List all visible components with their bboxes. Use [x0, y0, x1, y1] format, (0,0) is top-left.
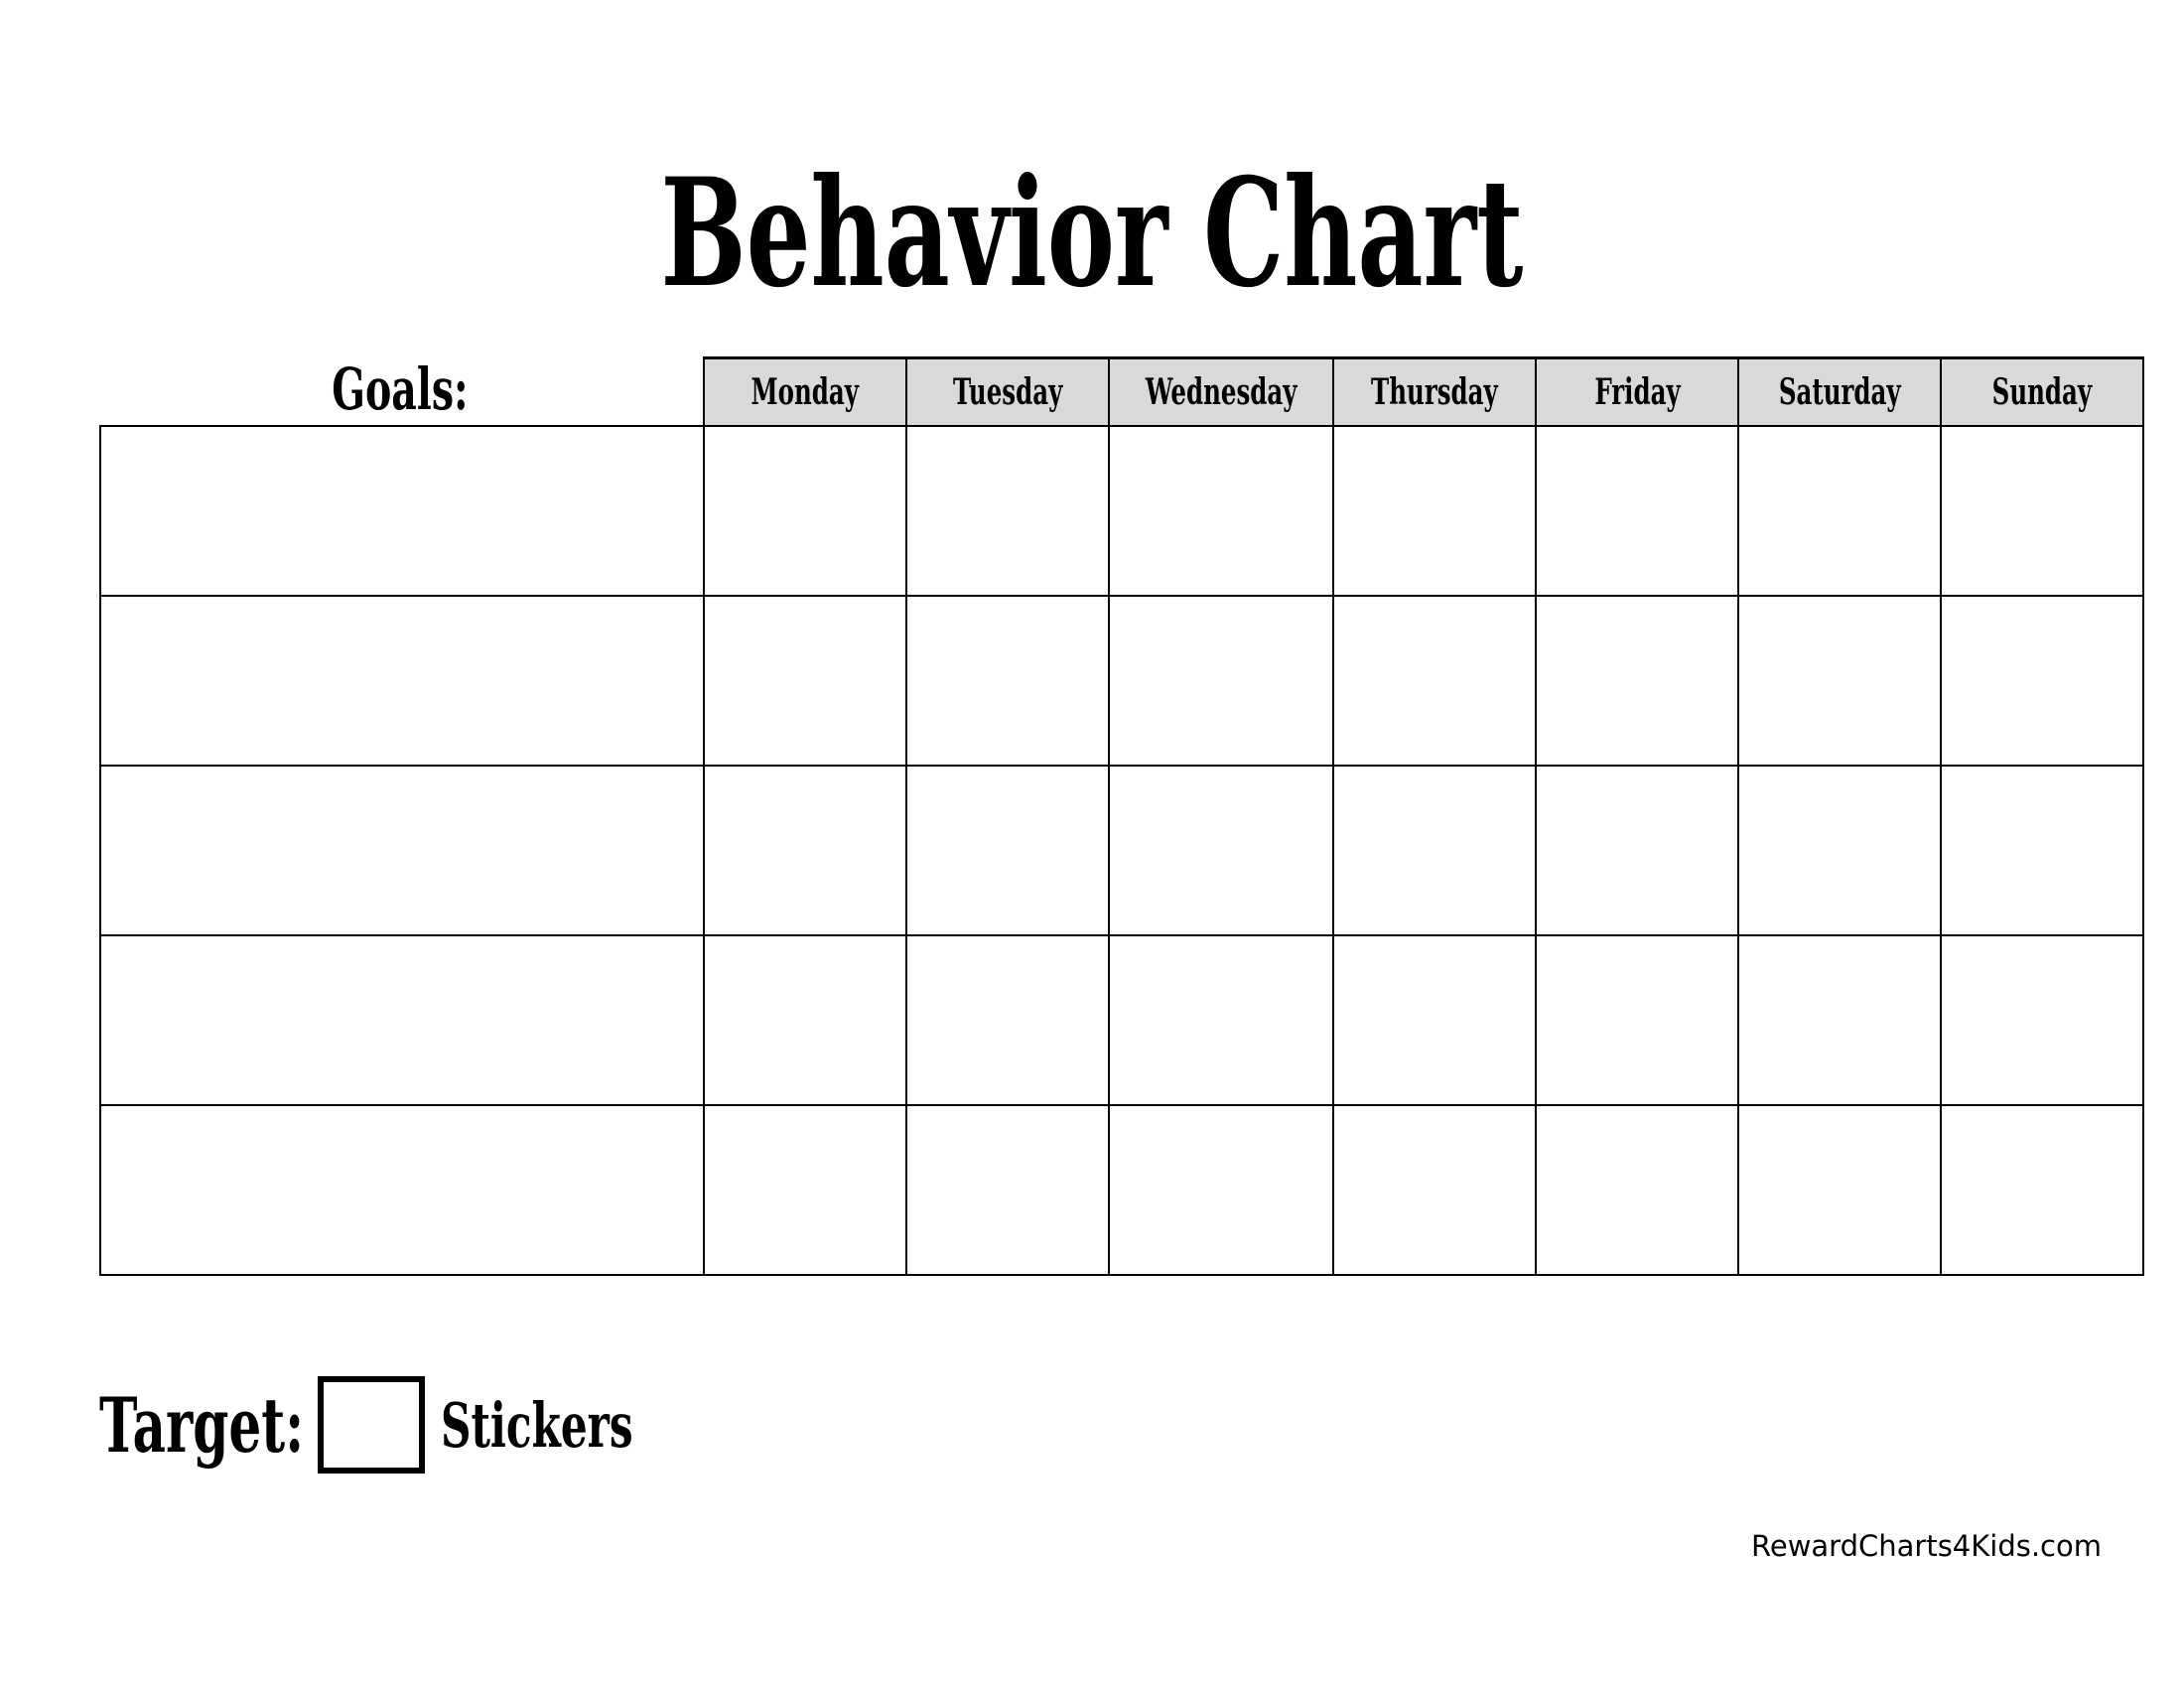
sticker-cell[interactable] [703, 765, 907, 936]
goal-row [99, 1104, 2145, 1276]
goal-cell[interactable] [99, 934, 705, 1106]
sticker-cell[interactable] [1737, 595, 1943, 767]
behavior-grid: Monday Tuesday Wednesday Thursday Friday… [99, 356, 2145, 1276]
day-header-sunday: Sunday [1940, 356, 2145, 427]
goal-cell[interactable] [99, 1104, 705, 1276]
day-header-monday: Monday [703, 356, 907, 427]
goal-row [99, 425, 2145, 597]
sticker-cell[interactable] [1940, 425, 2145, 597]
sticker-cell[interactable] [1535, 425, 1740, 597]
sticker-cell[interactable] [1940, 934, 2145, 1106]
sticker-cell[interactable] [1332, 765, 1538, 936]
sticker-cell[interactable] [1107, 425, 1335, 597]
goal-row [99, 595, 2145, 767]
footer-website: RewardCharts4Kids.com [1751, 1529, 2102, 1563]
goal-row [99, 934, 2145, 1106]
sticker-cell[interactable] [905, 765, 1110, 936]
goals-header-cell [100, 357, 704, 427]
sticker-cell[interactable] [1940, 595, 2145, 767]
day-header-saturday: Saturday [1737, 356, 1943, 427]
sticker-cell[interactable] [905, 425, 1110, 597]
sticker-cell[interactable] [1940, 765, 2145, 936]
sticker-cell[interactable] [1737, 765, 1943, 936]
goals-label: Goals: [332, 355, 469, 423]
sticker-cell[interactable] [1737, 425, 1943, 597]
sticker-cell[interactable] [1535, 765, 1740, 936]
sticker-cell[interactable] [905, 595, 1110, 767]
sticker-cell[interactable] [1107, 595, 1335, 767]
day-header-wednesday: Wednesday [1107, 356, 1335, 427]
sticker-cell[interactable] [1535, 1104, 1740, 1276]
sticker-cell[interactable] [703, 595, 907, 767]
goal-cell[interactable] [99, 765, 705, 936]
sticker-cell[interactable] [703, 934, 907, 1106]
sticker-cell[interactable] [1737, 1104, 1943, 1276]
sticker-cell[interactable] [1940, 1104, 2145, 1276]
sticker-cell[interactable] [1535, 595, 1740, 767]
sticker-cell[interactable] [1332, 934, 1538, 1106]
sticker-cell[interactable] [1737, 934, 1943, 1106]
target-label: Target: [99, 1380, 305, 1470]
day-header-friday: Friday [1535, 356, 1740, 427]
sticker-cell[interactable] [905, 934, 1110, 1106]
target-section: Target: Stickers [99, 1375, 724, 1475]
sticker-cell[interactable] [1107, 934, 1335, 1106]
sticker-cell[interactable] [1332, 595, 1538, 767]
goal-cell[interactable] [99, 595, 705, 767]
header-row: Monday Tuesday Wednesday Thursday Friday… [100, 356, 2145, 427]
sticker-cell[interactable] [905, 1104, 1110, 1276]
goal-cell[interactable] [99, 425, 705, 597]
sticker-cell[interactable] [1535, 934, 1740, 1106]
sticker-cell[interactable] [1107, 765, 1335, 936]
sticker-cell[interactable] [703, 1104, 907, 1276]
page-title: Behavior Chart [660, 146, 1524, 321]
sticker-cell[interactable] [1107, 1104, 1335, 1276]
target-sticker-count-box[interactable] [318, 1376, 425, 1474]
sticker-cell[interactable] [1332, 425, 1538, 597]
day-header-thursday: Thursday [1332, 356, 1538, 427]
sticker-cell[interactable] [703, 425, 907, 597]
goal-row [99, 765, 2145, 936]
sticker-cell[interactable] [1332, 1104, 1538, 1276]
day-header-tuesday: Tuesday [905, 356, 1110, 427]
stickers-label: Stickers [441, 1388, 633, 1462]
